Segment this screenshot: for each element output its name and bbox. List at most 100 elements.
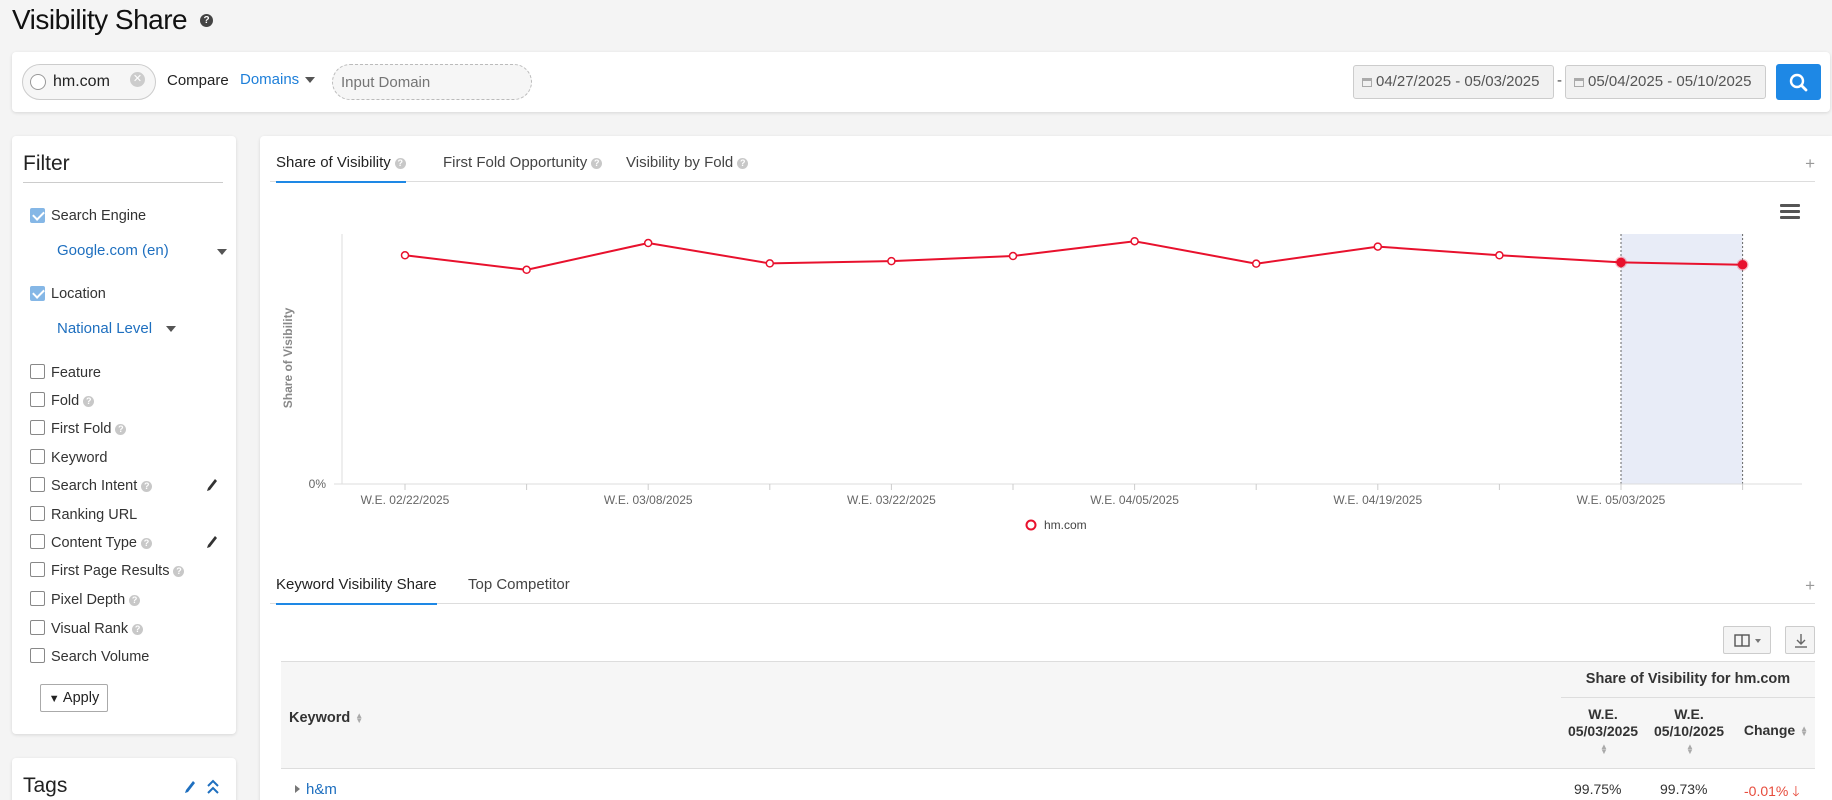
chart-tabs: Share of Visibility? First Fold Opportun… <box>270 154 1815 183</box>
visual-rank-checkbox[interactable] <box>30 620 45 635</box>
data-point <box>765 259 775 268</box>
keyword-column-header[interactable]: Keyword ▲ ▼ <box>289 710 363 726</box>
domain-radio[interactable] <box>30 74 46 90</box>
search-intent-checkbox[interactable] <box>30 477 45 492</box>
arrow-down-icon: 🡓 <box>1792 783 1800 799</box>
col-2-line-2: 05/10/2025 <box>1653 723 1725 739</box>
columns-button[interactable] <box>1723 626 1771 654</box>
edit-tags-icon[interactable] <box>184 780 196 794</box>
search-volume-checkbox[interactable] <box>30 648 45 663</box>
tab-share-of-visibility[interactable]: Share of Visibility? <box>276 154 406 183</box>
collapse-icon[interactable] <box>206 778 220 796</box>
week-2-value: 99.73% <box>1660 781 1708 797</box>
compare-type-dropdown[interactable]: Domains <box>240 71 316 88</box>
first-page-results-filter: First Page Results? <box>51 563 185 579</box>
date-range-1-label: 04/27/2025 - 05/03/2025 <box>1376 73 1540 90</box>
search-button[interactable] <box>1776 64 1821 100</box>
tab-top-competitor[interactable]: Top Competitor <box>468 576 570 603</box>
filter-panel: Filter Search Engine Google.com (en) Loc… <box>12 136 236 734</box>
help-icon[interactable]: ? <box>129 594 141 606</box>
visibility-chart: Share of Visibility 0% W.E. 02/22/2025 W.E.… <box>281 234 1802 532</box>
tab-keyword-visibility-share[interactable]: Keyword Visibility Share <box>276 576 437 605</box>
week-1-column-header[interactable]: W.E. 05/03/2025 ▲ ▼ <box>1563 706 1643 757</box>
help-icon[interactable]: ? <box>141 480 153 492</box>
compare-type-label: Domains <box>240 71 300 88</box>
chevron-down-icon <box>305 77 316 84</box>
apply-label: Apply <box>62 690 100 706</box>
ranking-url-checkbox[interactable] <box>30 506 45 521</box>
edit-icon[interactable] <box>207 478 217 492</box>
week-2-column-header[interactable]: W.E. 05/10/2025 ▲ ▼ <box>1649 706 1729 757</box>
data-point <box>1737 259 1748 270</box>
data-point <box>1008 251 1018 261</box>
ranking-url-label: Ranking URL <box>51 507 138 523</box>
date-range-2-label: 05/04/2025 - 05/10/2025 <box>1588 73 1752 90</box>
tab-label: Top Competitor <box>468 576 570 593</box>
chevron-down-icon <box>217 249 227 255</box>
first-fold-checkbox[interactable] <box>30 420 45 435</box>
tab-first-fold-opportunity[interactable]: First Fold Opportunity? <box>443 154 603 181</box>
col-2-line-1: W.E. <box>1674 706 1704 722</box>
help-icon[interactable]: ? <box>141 537 152 549</box>
expand-icon[interactable] <box>295 785 300 793</box>
help-icon[interactable]: ? <box>115 423 127 435</box>
edit-icon[interactable] <box>207 535 217 549</box>
location-select[interactable]: National Level <box>57 320 177 337</box>
help-icon[interactable]: ? <box>173 565 185 577</box>
visual-rank-filter: Visual Rank? <box>51 621 144 637</box>
domain-chip-label: hm.com <box>53 73 110 90</box>
add-icon[interactable]: + <box>1805 154 1815 173</box>
pixel-depth-label: Pixel Depth <box>51 592 126 608</box>
first-fold-filter: First Fold? <box>51 421 127 437</box>
content-type-checkbox[interactable] <box>30 534 45 549</box>
date-range-picker-2[interactable]: 05/04/2025 - 05/10/2025 <box>1565 65 1766 99</box>
chart-menu-icon[interactable] <box>1780 204 1800 220</box>
compare-domain-input[interactable] <box>332 64 532 100</box>
change-column-header[interactable]: Change ▲ ▼ <box>1735 722 1815 739</box>
data-point <box>643 238 653 248</box>
keyword-checkbox[interactable] <box>30 449 45 464</box>
download-button[interactable] <box>1785 626 1815 654</box>
help-icon[interactable]: ? <box>132 623 144 635</box>
help-icon[interactable]: ? <box>200 14 213 27</box>
feature-label: Feature <box>51 365 101 381</box>
change-value-text: -0.01% <box>1744 783 1789 799</box>
highlight-band <box>1621 234 1743 484</box>
col-1-line-1: W.E. <box>1588 706 1618 722</box>
filter-title: Filter <box>23 152 70 175</box>
tab-visibility-by-fold[interactable]: Visibility by Fold? <box>626 154 749 181</box>
data-point <box>887 256 896 266</box>
series-line <box>404 240 1743 271</box>
keyword-link[interactable]: h&m <box>306 781 337 798</box>
fold-checkbox[interactable] <box>30 392 45 407</box>
help-icon[interactable]: ? <box>737 157 749 169</box>
search-engine-checkbox[interactable] <box>30 208 45 223</box>
help-icon[interactable]: ? <box>83 395 95 407</box>
pixel-depth-checkbox[interactable] <box>30 591 45 606</box>
fold-label: Fold <box>51 393 80 409</box>
date-separator: - <box>1557 72 1562 89</box>
help-icon[interactable]: ? <box>394 157 406 169</box>
feature-checkbox[interactable] <box>30 364 45 379</box>
share-of-visibility-group-header: Share of Visibility for hm.com <box>1561 662 1815 698</box>
first-page-results-checkbox[interactable] <box>30 562 45 577</box>
search-engine-select[interactable]: Google.com (en) <box>57 242 227 259</box>
main-panel: Share of Visibility? First Fold Opportun… <box>260 136 1832 800</box>
apply-button[interactable]: ▼ Apply <box>40 684 108 712</box>
add-icon[interactable]: + <box>1805 576 1815 595</box>
divider <box>23 182 223 183</box>
table-row[interactable]: h&m 99.75% 99.73% -0.01% 🡓 <box>281 770 1815 800</box>
remove-domain-icon[interactable]: ✕ <box>130 72 145 87</box>
y-axis-label: Share of Visibility <box>281 307 295 408</box>
location-checkbox[interactable] <box>30 286 45 301</box>
date-range-picker-1[interactable]: 04/27/2025 - 05/03/2025 <box>1353 65 1554 99</box>
domain-chip[interactable]: hm.com ✕ <box>22 64 156 100</box>
first-page-results-label: First Page Results <box>51 563 170 579</box>
help-icon[interactable]: ? <box>591 157 603 169</box>
x-tick-label: W.E. 03/08/2025 <box>604 493 693 507</box>
compare-label: Compare <box>167 72 229 89</box>
columns-icon <box>1734 634 1761 647</box>
content-type-filter: Content Type? <box>51 535 152 551</box>
x-tick-label: W.E. 05/03/2025 <box>1577 493 1666 507</box>
chevron-down-icon <box>166 326 177 333</box>
